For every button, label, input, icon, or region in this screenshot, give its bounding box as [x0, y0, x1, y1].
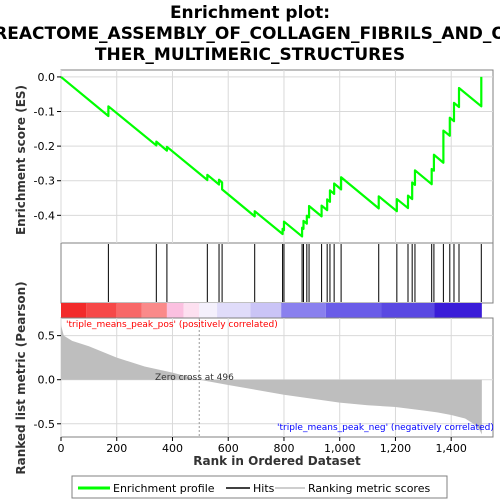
metric-y-axis-label: Ranked list metric (Pearson) — [14, 281, 28, 474]
chart-title-line-3: THER_MULTIMERIC_STRUCTURES — [95, 45, 405, 65]
es-tick-label-4: -0.4 — [34, 209, 55, 222]
axis-ticks: 0.0 -0.1 -0.2 -0.3 -0.4 0.5 0.0 -0.50 200 400 600 8… — [34, 71, 467, 455]
metric-area — [61, 318, 482, 437]
x-tick-label-5: 1,000 — [324, 442, 356, 455]
metric-tick-label-2: -0.5 — [34, 418, 55, 431]
bar-segment-7 — [217, 303, 251, 318]
es-line — [60, 76, 483, 238]
es-panel — [60, 69, 494, 244]
x-tick-label-7: 1,400 — [435, 442, 467, 455]
x-tick-label-2: 400 — [162, 442, 183, 455]
bar-segment-0 — [61, 303, 87, 318]
es-y-axis-label: Enrichment score (ES) — [14, 85, 28, 235]
es-tick-label-3: -0.3 — [34, 175, 55, 188]
x-tick-label-3: 600 — [218, 442, 239, 455]
x-tick-label-0: 0 — [58, 442, 65, 455]
es-tick-label-2: -0.2 — [34, 140, 55, 153]
chart-title-line-1: Enrichment plot: — [170, 3, 330, 23]
legend-label-hits: Hits — [253, 482, 275, 495]
zero-cross-label: Zero cross at 496 — [155, 373, 234, 383]
es-tick-label-1: -0.1 — [34, 106, 55, 119]
bar-segment-6 — [199, 303, 218, 318]
es-gridlines — [60, 70, 493, 243]
legend-box — [71, 475, 448, 499]
bar-segment-8 — [250, 303, 282, 318]
bar-segment-5 — [183, 303, 200, 318]
chart-title-line-2: REACTOME_ASSEMBLY_OF_COLLAGEN_FIBRILS_AN… — [0, 24, 500, 44]
bar-segment-11 — [381, 303, 435, 318]
legend-label-metric: Ranking metric scores — [308, 482, 430, 495]
pos-correlated-label: 'triple_means_peak_pos' (positively corr… — [66, 320, 278, 330]
x-tick-label-6: 1,200 — [380, 442, 412, 455]
legend-label-profile: Enrichment profile — [113, 482, 215, 495]
bar-segment-2 — [116, 303, 142, 318]
bar-segment-4 — [166, 303, 184, 318]
bar-segment-9 — [281, 303, 326, 318]
bar-segment-3 — [141, 303, 167, 318]
metric-tick-label-0: 0.5 — [38, 330, 56, 343]
ranked-color-bar — [61, 303, 482, 318]
x-tick-label-4: 800 — [273, 442, 294, 455]
bar-segment-12 — [434, 303, 482, 318]
metric-area-fill — [61, 325, 482, 435]
x-tick-label-1: 200 — [106, 442, 127, 455]
bar-segment-1 — [86, 303, 117, 318]
x-axis-label: Rank in Ordered Dataset — [193, 454, 361, 468]
es-tick-label-0: 0.0 — [38, 71, 56, 84]
metric-tick-label-1: 0.0 — [38, 374, 56, 387]
enrichment-profile-line — [60, 76, 483, 238]
hit-markers — [107, 244, 482, 302]
neg-correlated-label: 'triple_means_peak_neg' (negatively corr… — [277, 423, 494, 433]
hits-panel — [60, 242, 494, 304]
bar-segment-10 — [325, 303, 382, 318]
